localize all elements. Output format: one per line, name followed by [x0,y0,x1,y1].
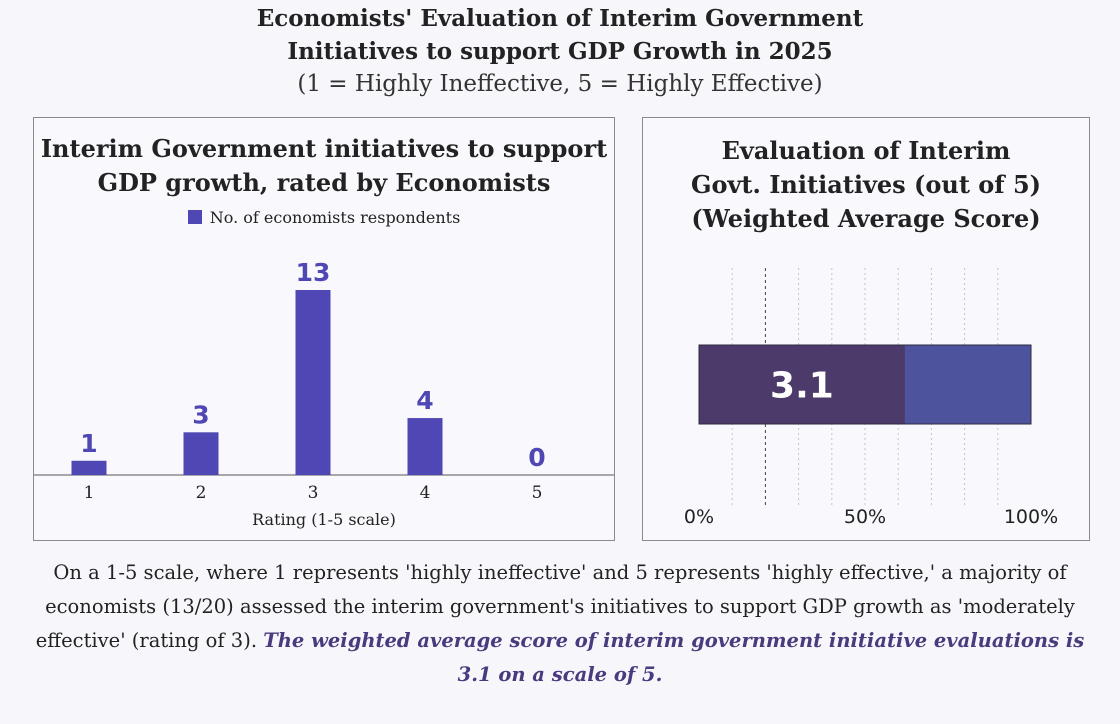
score-tick-label: 100% [1004,506,1058,528]
caption-text: On a 1-5 scale, where 1 represents 'high… [35,561,1075,652]
x-tick-label: 2 [196,483,207,503]
score-chart-panel: Evaluation of Interim Govt. Initiatives … [642,117,1090,541]
main-title-line-1: Economists' Evaluation of Interim Govern… [256,5,864,32]
chart-title-block: Economists' Evaluation of Interim Govern… [0,2,1120,100]
chart-caption: On a 1-5 scale, where 1 represents 'high… [30,556,1090,692]
x-tick-label: 4 [420,483,431,503]
score-bar-fill [699,345,905,424]
bar-chart-title-line-2: GDP growth, rated by Economists [97,168,551,197]
bar-rating-3 [295,290,331,475]
score-chart-title-line-2: Govt. Initiatives (out of 5) [690,170,1042,199]
bar-value-label: 4 [416,386,433,415]
legend-swatch [187,210,202,224]
score-bar-outline [698,344,1032,425]
x-axis-label: Rating (1-5 scale) [252,510,396,529]
score-value-label: 3.1 [770,366,834,407]
bar-value-label: 3 [192,400,209,429]
bar-chart-title-line-1: Interim Government initiatives to suppor… [40,134,608,163]
main-subtitle: (1 = Highly Ineffective, 5 = Highly Effe… [297,71,823,97]
bar-rating-2 [183,432,219,475]
x-tick-label: 3 [308,483,319,503]
bar-rating-1 [71,460,107,475]
x-tick-label: 5 [532,483,543,503]
bar-value-label: 13 [296,258,331,287]
caption-emphasis: The weighted average score of interim go… [263,629,1085,686]
score-tick-label: 0% [684,506,714,528]
main-title-line-2: Initiatives to support GDP Growth in 202… [287,38,833,65]
score-tick-label: 50% [844,506,886,528]
ratings-bar-chart-panel: Interim Government initiatives to suppor… [33,117,615,541]
score-chart-title-line-1: Evaluation of Interim [721,136,1011,165]
score-chart-title-line-3: (Weighted Average Score) [691,204,1041,233]
x-tick-label: 1 [84,483,95,503]
score-chart-svg: 3.1 0% 50% 100% [684,268,1058,528]
bar-chart-legend: No. of economists respondents [34,208,614,227]
bar-rating-4 [407,418,443,475]
bar-value-label: 0 [528,443,545,472]
legend-label: No. of economists respondents [209,208,461,227]
bar-value-label: 1 [80,429,97,458]
